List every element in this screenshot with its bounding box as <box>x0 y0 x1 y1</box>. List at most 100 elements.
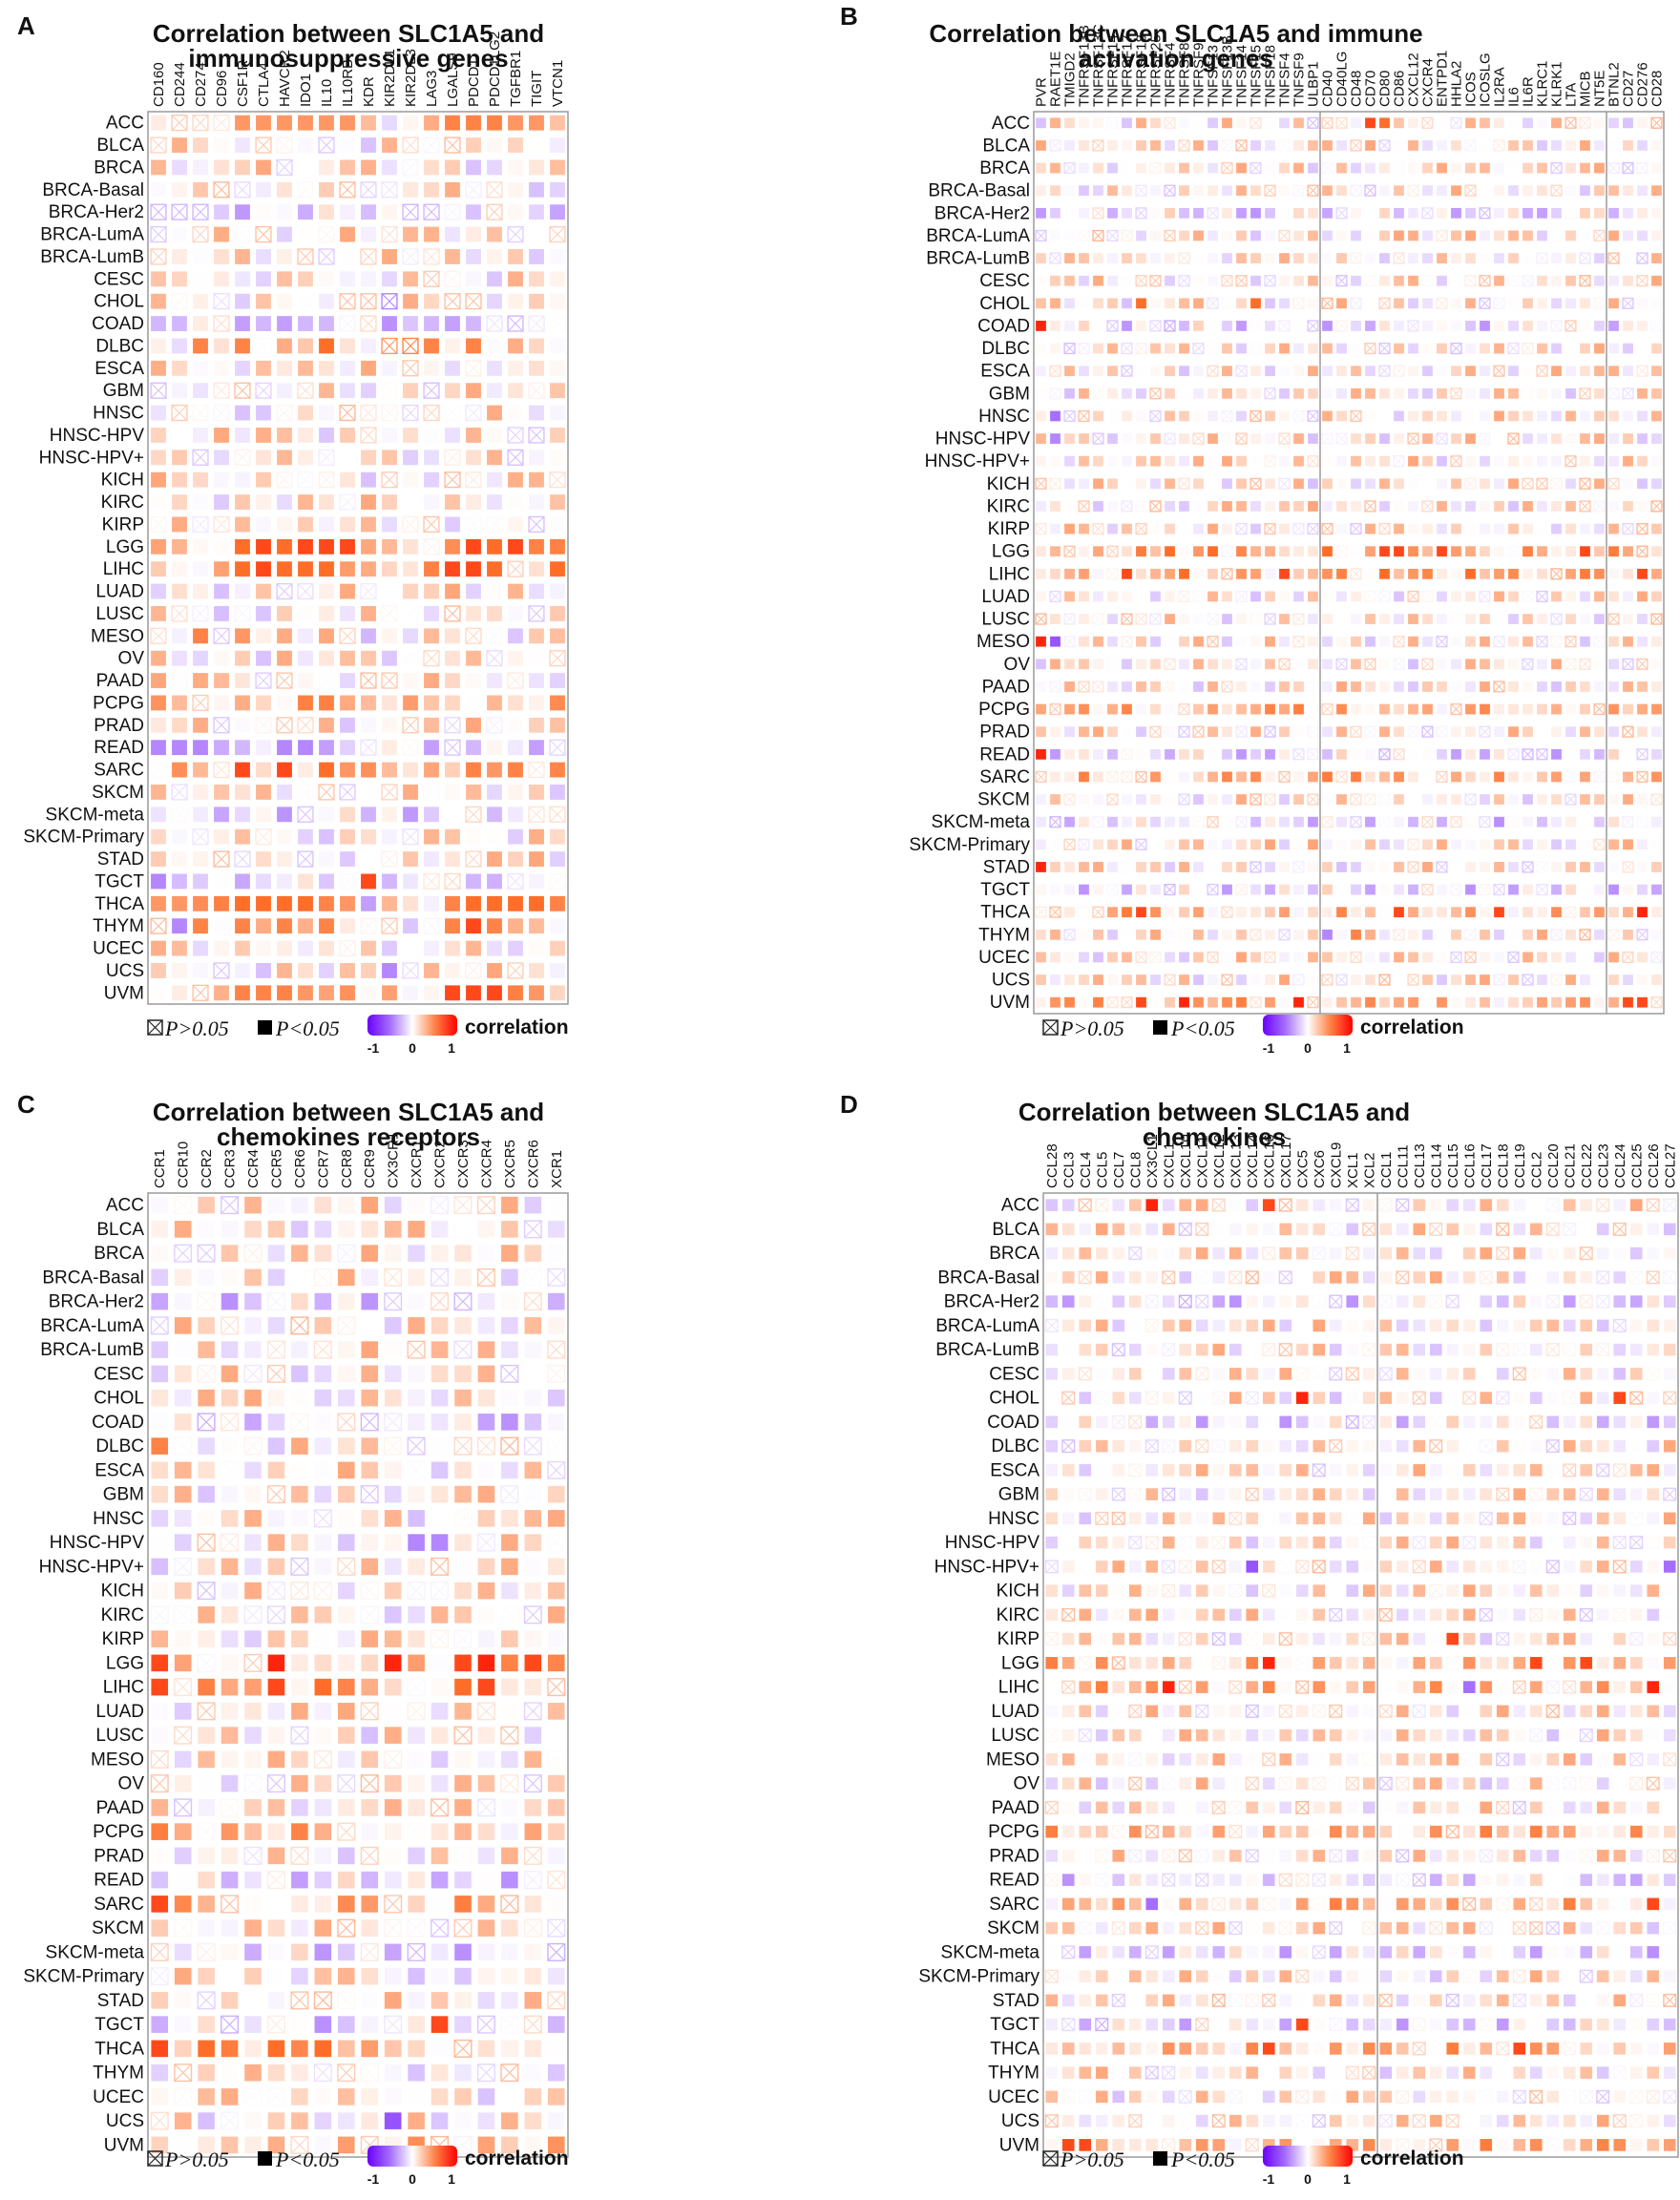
heatmap-cell <box>1529 1921 1544 1936</box>
heatmap-cell <box>243 1605 262 1624</box>
heatmap-cell <box>256 985 271 1001</box>
heatmap-cell <box>430 2088 449 2106</box>
heatmap-cell <box>360 293 377 310</box>
heatmap-cell <box>1496 1199 1509 1211</box>
heatmap-cell <box>319 561 334 577</box>
heatmap-cell <box>381 605 398 622</box>
heatmap-cell <box>1594 185 1605 197</box>
column-label-ccl28: CCL28 <box>1044 1143 1060 1188</box>
heatmap-cell <box>1537 275 1547 286</box>
heatmap-cell <box>214 360 229 376</box>
heatmap-cell <box>424 583 439 599</box>
heatmap-cell <box>1295 1512 1309 1525</box>
heatmap-cell <box>1351 388 1361 399</box>
heatmap-cell <box>454 1365 472 1383</box>
heatmap-cell <box>402 493 419 511</box>
heatmap-cell <box>524 1245 542 1262</box>
heatmap-cell <box>1346 1464 1359 1477</box>
heatmap-cell <box>1295 1295 1309 1308</box>
heatmap-cell <box>1079 140 1089 151</box>
heatmap-cell <box>193 895 208 911</box>
heatmap-cell <box>547 1606 565 1624</box>
heatmap-cell <box>1045 1657 1059 1669</box>
heatmap-cell <box>319 583 334 599</box>
heatmap-cell <box>1529 1632 1543 1645</box>
heatmap-cell <box>1279 591 1290 602</box>
heatmap-cell <box>1579 951 1591 964</box>
heatmap-cell <box>1195 1681 1208 1693</box>
heatmap-cell <box>1421 116 1434 129</box>
legend-scale-mid: 0 <box>1304 1040 1312 1056</box>
heatmap-cell <box>1596 1632 1610 1646</box>
heatmap-cell <box>1221 161 1233 175</box>
heatmap-cell <box>424 807 439 823</box>
heatmap-cell <box>220 1823 239 1840</box>
heatmap-cell <box>402 717 419 734</box>
heatmap-cell <box>1413 1199 1426 1211</box>
heatmap-cell <box>1408 748 1418 760</box>
row-label-acc: ACC <box>106 114 144 134</box>
heatmap-cell <box>1308 703 1318 715</box>
heatmap-cell <box>1494 388 1504 399</box>
heatmap-cell <box>465 806 482 823</box>
heatmap-cell <box>172 940 187 956</box>
heatmap-cell <box>1250 185 1261 197</box>
heatmap-cell <box>477 1221 495 1238</box>
heatmap-cell <box>1293 230 1304 241</box>
heatmap-cell <box>1563 1729 1576 1742</box>
heatmap-cell <box>1335 770 1348 784</box>
heatmap-cell <box>220 1316 240 1335</box>
heatmap-cell <box>1437 568 1447 579</box>
heatmap-cell <box>1279 546 1290 557</box>
heatmap-cell <box>1594 275 1605 286</box>
heatmap-cell <box>1079 884 1089 895</box>
heatmap-cell <box>1235 365 1248 377</box>
heatmap-cell <box>290 1413 309 1432</box>
heatmap-cell <box>1179 952 1189 963</box>
heatmap-cell <box>1329 1874 1342 1886</box>
heatmap-cell <box>174 1967 192 1985</box>
heatmap-cell <box>1045 1368 1059 1380</box>
heatmap-cell <box>1437 659 1447 670</box>
heatmap-cell <box>1565 748 1576 760</box>
row-label-hnsc-hpv: HNSC-HPV+ <box>39 1557 144 1577</box>
heatmap-cell <box>150 1605 169 1624</box>
heatmap-cell <box>382 583 397 599</box>
heatmap-cell <box>1580 1657 1593 1669</box>
heatmap-cell <box>313 1509 332 1528</box>
heatmap-cell <box>1122 546 1132 557</box>
heatmap-cell <box>1179 1439 1192 1453</box>
heatmap-cell <box>1329 1921 1343 1936</box>
heatmap-cell <box>1579 500 1591 513</box>
heatmap-cell <box>1250 523 1261 534</box>
heatmap-cell <box>1329 1657 1342 1669</box>
heatmap-cell <box>508 383 523 399</box>
heatmap-cell <box>1329 2043 1342 2055</box>
heatmap-cell <box>1496 1368 1509 1380</box>
heatmap-cell <box>290 1316 309 1335</box>
heatmap-cell <box>487 606 502 621</box>
heatmap-cell <box>1464 951 1477 964</box>
heatmap-cell <box>1208 546 1218 557</box>
heatmap-cell <box>1307 184 1319 197</box>
heatmap-cell <box>1221 545 1233 557</box>
heatmap-cell <box>172 428 187 443</box>
heatmap-cell <box>547 1991 566 2010</box>
heatmap-cell <box>550 538 565 555</box>
heatmap-cell <box>1546 1464 1560 1477</box>
heatmap-cell <box>277 895 292 911</box>
heatmap-cell <box>1128 1199 1142 1211</box>
heatmap-cell <box>1063 929 1076 941</box>
heatmap-cell <box>298 204 313 220</box>
heatmap-cell <box>1228 1993 1243 2007</box>
heatmap-cell <box>1095 1849 1109 1863</box>
heatmap-cell <box>1580 703 1590 715</box>
heatmap-cell <box>220 1485 239 1503</box>
heatmap-cell <box>151 181 166 198</box>
heatmap-cell <box>151 115 166 131</box>
heatmap-cell <box>1228 1343 1242 1356</box>
row-label-kirp: KIRP <box>998 1629 1040 1649</box>
heatmap-cell <box>550 405 565 421</box>
heatmap-cell <box>1537 455 1547 467</box>
heatmap-cell <box>382 807 397 823</box>
